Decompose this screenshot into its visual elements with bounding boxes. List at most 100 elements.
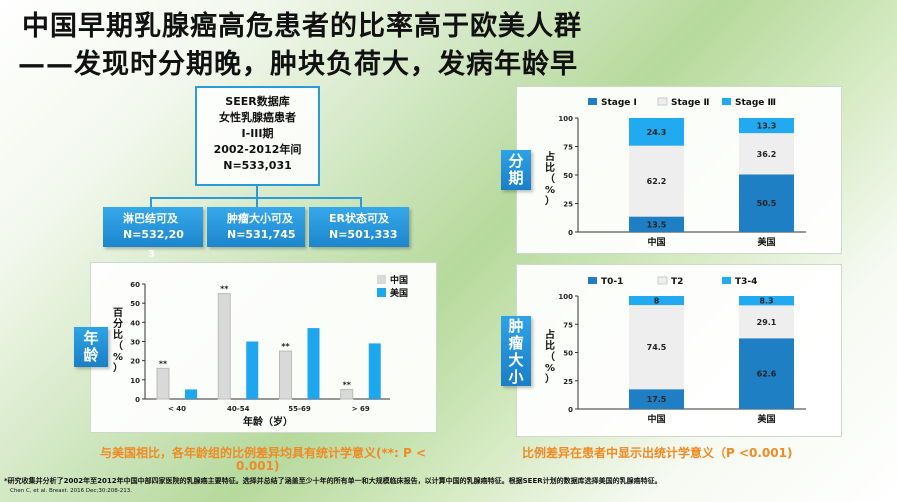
connector-line [150, 197, 152, 207]
y-tick-label: 0 [135, 396, 140, 404]
y-tick-label: 100 [558, 293, 573, 301]
y-tick-label: 60 [130, 281, 140, 289]
significance-label: ** [220, 285, 229, 294]
segment-value-label: 8.3 [759, 297, 773, 306]
segment-value-label: 13.3 [757, 122, 777, 131]
connector-line [360, 197, 362, 207]
significance-label: ** [281, 342, 290, 351]
segment-value-label: 17.5 [647, 395, 667, 404]
legend-swatch [588, 277, 597, 284]
left-caption-cont: 0.001) [236, 459, 280, 473]
legend-label: T2 [671, 277, 683, 287]
y-tick-label: 50 [563, 172, 573, 180]
x-tick-label: 55-69 [288, 405, 311, 413]
seer-line: I-III期 [241, 127, 274, 140]
y-tick-label: 75 [563, 321, 573, 329]
significance-label: ** [343, 380, 352, 389]
lymph-node-box: 淋巴结可及 N=532,20 [103, 207, 203, 247]
x-tick-label: 中国 [647, 236, 665, 248]
stack-segment [629, 389, 684, 409]
connector-line [256, 186, 258, 198]
segment-value-label: 29.1 [757, 318, 777, 327]
box-count: N=531,745 [227, 228, 296, 241]
segment-value-label: 8 [654, 297, 660, 306]
right-caption: 比例差异在患者中显示出统计学意义（P <0.001) [522, 446, 793, 460]
bar-china [217, 293, 231, 400]
legend-label: T3-4 [735, 277, 757, 287]
stage-label-text: 分期 [508, 152, 524, 187]
legend-label: Stage Ⅲ [735, 98, 776, 108]
segment-value-label: 36.2 [757, 150, 777, 159]
y-tick-label: 50 [130, 300, 140, 308]
segment-value-label: 62.2 [647, 177, 667, 186]
stack-segment [629, 296, 684, 306]
legend-swatch [377, 275, 386, 284]
footnote: *研究收集并分析了2002年至2012年中国中部四家医院的乳腺癌主要特征。选择并… [4, 477, 662, 485]
legend-label: Stage Ⅰ [601, 98, 637, 108]
legend-swatch [657, 276, 668, 285]
seer-summary-box: SEER数据库 女性乳腺癌患者 I-III期 2002-2012年间 N=533… [195, 86, 320, 186]
legend-swatch [722, 277, 731, 284]
stack-segment [629, 145, 684, 217]
y-tick-label: 100 [558, 115, 573, 123]
legend-swatch [657, 97, 668, 106]
x-tick-label: 中国 [647, 413, 665, 425]
stack-segment [739, 174, 794, 232]
left-caption: 与美国相比，各年龄组的比例差异均具有统计学意义(**: P < [100, 446, 427, 460]
page-subtitle: ——发现时分期晚，肿块负荷大，发病年龄早 [18, 49, 578, 80]
y-axis-label: 百分比（%） [113, 307, 123, 374]
segment-value-label: 24.3 [647, 128, 667, 137]
y-tick-label: 40 [130, 319, 140, 327]
bar-us [246, 341, 259, 399]
y-tick-label: 50 [563, 350, 573, 358]
x-tick-label: 美国 [757, 413, 775, 425]
citation: Chen C, et al. Breast. 2016 Dec;30:208-2… [10, 488, 132, 494]
y-tick-label: 30 [130, 339, 140, 347]
stack-segment [739, 133, 794, 175]
x-tick-label: > 69 [352, 405, 370, 413]
legend-label: 中国 [390, 274, 408, 286]
segment-value-label: 13.5 [647, 220, 667, 229]
y-tick-label: 75 [563, 144, 573, 152]
er-status-box: ER状态可及 N=501,333 [309, 207, 409, 247]
legend-label: 美国 [390, 287, 408, 299]
bar-china [340, 388, 354, 400]
segment-value-label: 62.6 [757, 370, 777, 379]
box-count-overflow: 3 [148, 249, 155, 260]
x-tick-label: < 40 [168, 405, 186, 413]
age-label-badge: 年龄 [74, 327, 108, 367]
bar-us [185, 389, 197, 399]
segment-value-label: 74.5 [647, 343, 667, 352]
y-tick-label: 25 [563, 378, 573, 386]
stage-stacked-chart: 0 25 50 75 100 13.5 62.2 24.3 中国 50.5 36.2 13.3 美国 St… [545, 97, 806, 248]
bar-us [368, 343, 381, 399]
stack-segment [739, 296, 794, 306]
y-tick-label: 25 [563, 201, 573, 209]
seer-line: 女性乳腺癌患者 [219, 111, 296, 124]
legend-swatch [588, 98, 597, 105]
size-label-badge: 肿瘤大小 [501, 316, 531, 386]
y-tick-label: 10 [130, 377, 140, 385]
box-count: N=501,333 [329, 228, 398, 241]
stack-segment [629, 305, 684, 390]
y-axis-label: 占比（%） [545, 328, 555, 385]
bar-us [307, 328, 320, 399]
page-title: 中国早期乳腺癌高危患者的比率高于欧美人群 [22, 11, 582, 42]
stage-label-badge: 分期 [501, 150, 531, 190]
seer-line: N=533,031 [223, 159, 292, 172]
legend-label: Stage Ⅱ [671, 98, 710, 108]
bar-china [156, 367, 170, 400]
legend-swatch [377, 288, 386, 297]
box-label: 肿瘤大小可及 [227, 212, 293, 225]
y-tick-label: 0 [568, 229, 573, 237]
size-label-text: 肿瘤大小 [508, 317, 524, 386]
stack-segment [739, 338, 794, 409]
bar-china [279, 350, 292, 400]
x-axis-label: 年龄（岁） [243, 415, 293, 428]
significance-label: ** [159, 359, 168, 368]
y-axis-label: 占比（%） [545, 150, 555, 207]
legend-swatch [722, 98, 731, 105]
age-bar-chart: 0 10 20 30 40 50 60 ** < 40 ** 40-54 ** 55-69 ** > 69 年… [113, 274, 408, 428]
age-label-text: 年龄 [83, 329, 99, 364]
stack-segment [739, 305, 794, 339]
